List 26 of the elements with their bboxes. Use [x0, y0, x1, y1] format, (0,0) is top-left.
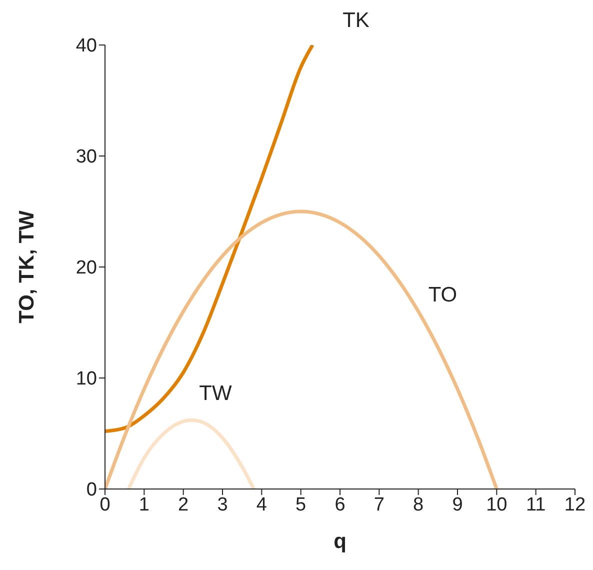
series-label: TK: [342, 9, 370, 32]
y-tick-label: 40: [76, 36, 97, 57]
x-tick-label: 12: [564, 494, 586, 516]
x-tick-label: 7: [374, 494, 384, 516]
x-tick-label: 0: [100, 494, 110, 516]
x-tick-label: 2: [178, 494, 189, 516]
x-tick-label: 6: [334, 494, 346, 516]
x-tick-label: 3: [217, 494, 228, 516]
line-series: [105, 45, 314, 434]
y-axis-title: TO, TK, TW: [15, 210, 38, 324]
y-tick-label: 30: [76, 146, 97, 168]
line-series: [105, 210, 498, 489]
y-tick-label: 20: [76, 258, 97, 279]
x-tick-label: 1: [138, 494, 150, 516]
x-tick-label: 10: [486, 494, 508, 516]
x-tick-label: 11: [526, 494, 546, 516]
x-tick-label: 4: [256, 494, 268, 516]
line-series: [126, 418, 256, 489]
y-tick-label: 10: [76, 368, 97, 390]
x-tick-label: 5: [296, 494, 306, 516]
x-tick-label: 8: [413, 494, 424, 516]
x-tick-label: 9: [452, 494, 463, 516]
x-axis-title: q: [334, 530, 346, 553]
series-label: TW: [199, 382, 232, 406]
y-tick-label: 0: [86, 480, 97, 501]
series-label: TO: [428, 283, 458, 306]
